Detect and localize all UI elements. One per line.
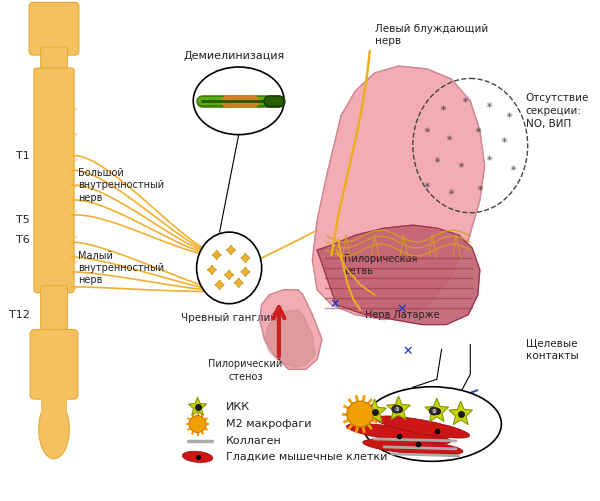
Text: ✳: ✳ <box>505 111 512 120</box>
Text: T12: T12 <box>9 310 30 320</box>
Text: Чревный ганглий: Чревный ганглий <box>181 313 277 323</box>
Polygon shape <box>317 225 480 325</box>
Text: T6: T6 <box>16 235 30 245</box>
Text: ✳: ✳ <box>486 101 493 110</box>
Text: Левый блуждающий
нерв: Левый блуждающий нерв <box>374 24 488 46</box>
Polygon shape <box>449 401 473 424</box>
Polygon shape <box>215 280 224 290</box>
Text: ✳: ✳ <box>486 154 493 163</box>
Text: ✳: ✳ <box>440 104 447 113</box>
Text: ✳: ✳ <box>510 164 517 173</box>
Text: ИКК: ИКК <box>226 402 250 412</box>
Text: Отсутствие
секреции:
NO, ВИП: Отсутствие секреции: NO, ВИП <box>526 93 589 129</box>
FancyBboxPatch shape <box>41 47 67 76</box>
Text: T1: T1 <box>16 150 30 160</box>
Text: ✳: ✳ <box>475 126 481 135</box>
Text: ⊕: ⊕ <box>394 407 399 412</box>
Text: Пилорический
стеноз: Пилорический стеноз <box>208 359 283 382</box>
Polygon shape <box>188 397 206 415</box>
Text: ✳: ✳ <box>448 188 455 197</box>
Text: М2 макрофаги: М2 макрофаги <box>226 419 312 429</box>
Text: ✳: ✳ <box>424 181 431 190</box>
Polygon shape <box>241 253 250 263</box>
Ellipse shape <box>347 401 374 427</box>
Ellipse shape <box>362 387 502 461</box>
Text: ✕: ✕ <box>403 345 413 358</box>
Polygon shape <box>313 66 485 320</box>
Ellipse shape <box>39 399 70 459</box>
Text: ✕: ✕ <box>329 298 340 311</box>
Polygon shape <box>234 278 244 288</box>
Text: Нерв Латарже: Нерв Латарже <box>365 310 440 320</box>
FancyBboxPatch shape <box>41 286 67 340</box>
FancyBboxPatch shape <box>30 330 78 399</box>
Text: T5: T5 <box>16 215 30 225</box>
Polygon shape <box>226 245 236 255</box>
Ellipse shape <box>182 451 213 462</box>
Polygon shape <box>386 396 410 419</box>
Text: Гладкие мышечные клетки: Гладкие мышечные клетки <box>226 452 388 462</box>
Text: Малый
внутренностный
нерв: Малый внутренностный нерв <box>78 250 164 285</box>
Text: ✳: ✳ <box>462 96 469 105</box>
Ellipse shape <box>429 407 439 415</box>
Text: ✳: ✳ <box>433 156 440 165</box>
Text: Пилорическая
ветвь: Пилорическая ветвь <box>344 254 418 276</box>
Polygon shape <box>363 399 386 422</box>
Ellipse shape <box>193 67 284 135</box>
Polygon shape <box>260 290 322 369</box>
FancyBboxPatch shape <box>34 68 74 293</box>
Text: Большой
внутренностный
нерв: Большой внутренностный нерв <box>78 168 164 203</box>
Text: ✕: ✕ <box>396 303 407 316</box>
Text: Демиелинизация: Демиелинизация <box>183 51 284 61</box>
Ellipse shape <box>346 424 451 444</box>
Polygon shape <box>224 270 234 280</box>
FancyBboxPatch shape <box>41 389 67 434</box>
Text: ✳: ✳ <box>424 126 431 135</box>
Text: ⊕: ⊕ <box>431 409 436 414</box>
FancyBboxPatch shape <box>29 3 79 55</box>
Text: ✳: ✳ <box>500 136 507 145</box>
Polygon shape <box>425 398 449 421</box>
Text: ✳: ✳ <box>457 161 464 170</box>
Text: Щелевые
контакты: Щелевые контакты <box>526 338 578 361</box>
Polygon shape <box>265 310 315 367</box>
Ellipse shape <box>189 416 206 432</box>
Polygon shape <box>212 250 221 260</box>
Text: Коллаген: Коллаген <box>226 436 282 446</box>
Ellipse shape <box>197 232 262 304</box>
Polygon shape <box>207 265 217 275</box>
Ellipse shape <box>392 405 401 413</box>
Ellipse shape <box>363 438 463 455</box>
Ellipse shape <box>375 416 470 438</box>
Text: ✳: ✳ <box>446 134 453 143</box>
Text: ✳: ✳ <box>476 184 484 193</box>
Polygon shape <box>241 267 250 277</box>
